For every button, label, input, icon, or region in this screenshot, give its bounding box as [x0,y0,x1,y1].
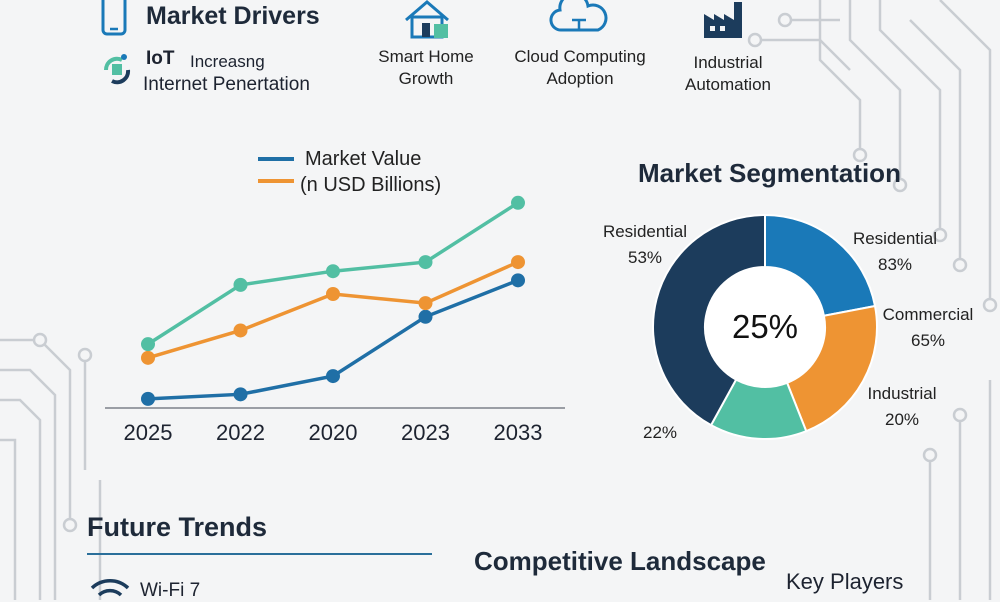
donut-center-value: 25% [731,308,799,345]
wifi-icon [90,579,130,597]
series-2-point-3 [418,255,433,270]
series-1-point-0 [141,350,155,365]
label-residential-right-pct: 83% [877,255,913,274]
label-industrial-pct: 20% [884,410,920,429]
series-0-point-0 [141,391,155,406]
driver-smart-home-line2: Growth [398,69,454,88]
driver-industrial: Industrial Automation [666,52,790,96]
label-industrial: Industrial 20% [852,381,952,433]
market-drivers-title: Market Drivers [146,2,320,30]
trend-wifi7: Wi-Fi 7 [140,580,201,601]
label-residential-left-name: Residential [602,222,688,241]
donut-hole [705,267,825,387]
label-residential-left-pct: 53% [627,248,663,267]
series-2-point-1 [233,277,248,292]
smart-home-icon [405,0,449,39]
iot-recycle-icon [103,54,131,85]
cloud-icon [549,0,608,32]
competitive-title: Competitive Landscape [474,546,766,576]
series-1-point-1 [233,323,248,338]
label-residential-right-name: Residential [852,229,938,248]
segmentation-donut-chart [652,213,878,440]
legend-usd-billions: (n USD Billions) [300,174,442,196]
series-1-point-2 [326,287,340,301]
iot-description-line2: Internet Penertation [143,74,310,95]
x-tick-label: 2022 [216,420,265,445]
iot-description-line1: Increasng [190,52,265,71]
iot-label: IoT [146,48,175,69]
factory-icon [704,2,742,38]
label-commercial-name: Commercial [882,305,974,324]
driver-smart-home-line1: Smart Home [378,47,474,66]
x-tick-label: 2020 [308,420,358,445]
series-0-point-4 [511,273,525,288]
key-players-label: Key Players [786,569,904,594]
driver-smart-home: Smart Home Growth [360,46,492,90]
series-2-point-2 [326,264,340,279]
series-0-point-3 [418,309,433,324]
x-tick-label: 2033 [493,420,543,445]
driver-industrial-line1: Industrial [693,53,763,72]
label-commercial-pct: 65% [910,331,946,350]
label-residential-right: Residential 83% [840,226,950,278]
segmentation-title: Market Segmentation [638,158,901,188]
series-1-point-4 [511,255,525,270]
series-2-point-4 [511,195,525,210]
future-trends-title: Future Trends [87,512,268,542]
driver-industrial-line2: Automation [685,75,771,94]
series-2-point-0 [141,337,155,352]
label-extra-22: 22% [642,423,678,442]
driver-cloud: Cloud Computing Adoption [500,46,660,90]
market-value-line-chart [105,195,565,409]
label-commercial: Commercial 65% [872,302,984,354]
line-chart-legend-swatches [258,157,294,183]
driver-cloud-line2: Adoption [546,69,614,88]
label-residential-left: Residential 53% [590,219,700,271]
label-industrial-name: Industrial [867,384,937,403]
x-tick-label: 2023 [401,420,450,445]
mobile-phone-icon [101,0,127,36]
series-1-point-3 [418,296,433,311]
driver-cloud-line1: Cloud Computing [514,47,646,66]
series-0-point-2 [326,369,340,384]
future-trends-divider [87,553,432,555]
legend-market-value: Market Value [305,148,422,170]
series-0-point-1 [233,387,248,402]
x-tick-label: 2025 [123,420,173,445]
